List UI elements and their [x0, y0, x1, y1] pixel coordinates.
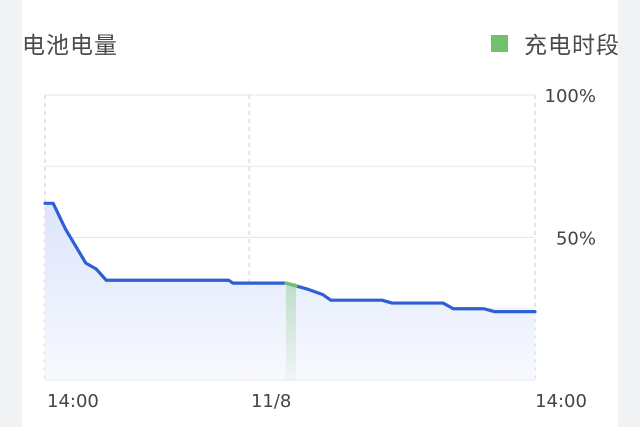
charging-legend-label: 充电时段: [524, 33, 620, 59]
x-tick-label-0: 14:00: [47, 391, 99, 412]
y-tick-label-0: 100%: [545, 86, 596, 107]
charging-legend-swatch: [491, 34, 508, 52]
charging-period-line-0: [284, 281, 298, 288]
chart-title: 电池电量: [22, 33, 118, 59]
y-tick-label-1: 50%: [556, 229, 596, 250]
battery-line: [43, 201, 537, 314]
x-tick-label-1: 11/8: [251, 391, 291, 412]
charging-period-area-0: [285, 283, 297, 380]
charging-legend: 充电时段: [491, 26, 620, 60]
x-tick-label-2: 14:00: [535, 391, 587, 412]
